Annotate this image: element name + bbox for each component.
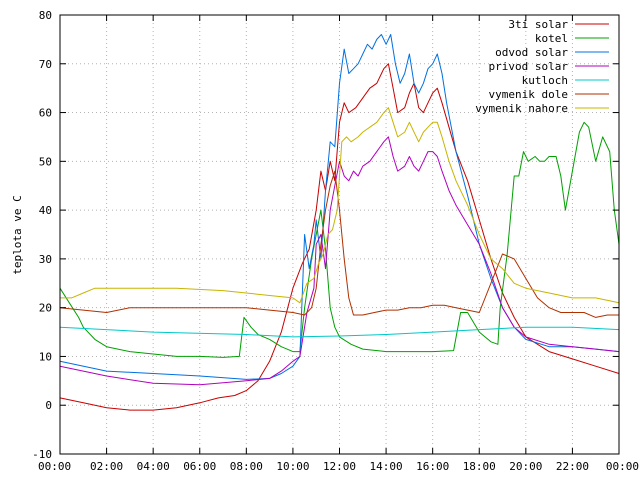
- x-tick-label: 16:00: [416, 460, 449, 473]
- x-tick-label: 08:00: [230, 460, 263, 473]
- y-tick-label: 60: [39, 107, 52, 120]
- series-lines: [59, 34, 620, 411]
- x-tick-label: 02:00: [90, 460, 123, 473]
- x-tick-label: 10:00: [276, 460, 309, 473]
- y-tick-label: 80: [39, 9, 52, 22]
- series-line-vymenik-nahore: [60, 107, 620, 304]
- y-tick-label: 40: [39, 204, 52, 217]
- x-tick-label: 20:00: [509, 460, 542, 473]
- y-axis: -10 0 10 20 30 40 50 60 70 80: [32, 9, 619, 461]
- y-tick-label: 20: [39, 302, 52, 315]
- series-line-3ti-solar: [59, 63, 620, 411]
- series-line-kotel: [59, 121, 620, 358]
- legend-label: 3ti solar: [508, 18, 568, 31]
- y-tick-label: 10: [39, 350, 52, 363]
- series-line-kutloch: [59, 326, 620, 338]
- legend-label: kutloch: [522, 74, 568, 87]
- x-tick-label: 00:00: [38, 460, 71, 473]
- x-tick-label: 22:00: [556, 460, 589, 473]
- legend-label: kotel: [535, 32, 568, 45]
- legend-label: odvod solar: [495, 46, 568, 59]
- legend-label: privod solar: [489, 60, 569, 73]
- x-tick-label: 04:00: [137, 460, 170, 473]
- x-tick-label: 12:00: [323, 460, 356, 473]
- x-tick-label: 06:00: [183, 460, 216, 473]
- y-axis-label: teplota ve C: [11, 195, 24, 274]
- x-tick-label: 14:00: [370, 460, 403, 473]
- x-axis: 00:00 02:00 04:00 06:00 08:00 10:00 12:00 14:00…: [38, 15, 639, 473]
- legend-label: vymenik dole: [489, 88, 568, 101]
- y-tick-label: -10: [32, 448, 52, 461]
- y-tick-label: 70: [39, 58, 52, 71]
- y-tick-label: 0: [45, 399, 52, 412]
- series-line-privod-solar: [59, 136, 620, 386]
- x-tick-label: 18:00: [463, 460, 496, 473]
- legend-label: vymenik nahore: [475, 102, 568, 115]
- y-tick-label: 50: [39, 155, 52, 168]
- series-line-vymenik-dole: [59, 170, 619, 318]
- y-tick-label: 30: [39, 253, 52, 266]
- x-tick-label: 00:00: [606, 460, 639, 473]
